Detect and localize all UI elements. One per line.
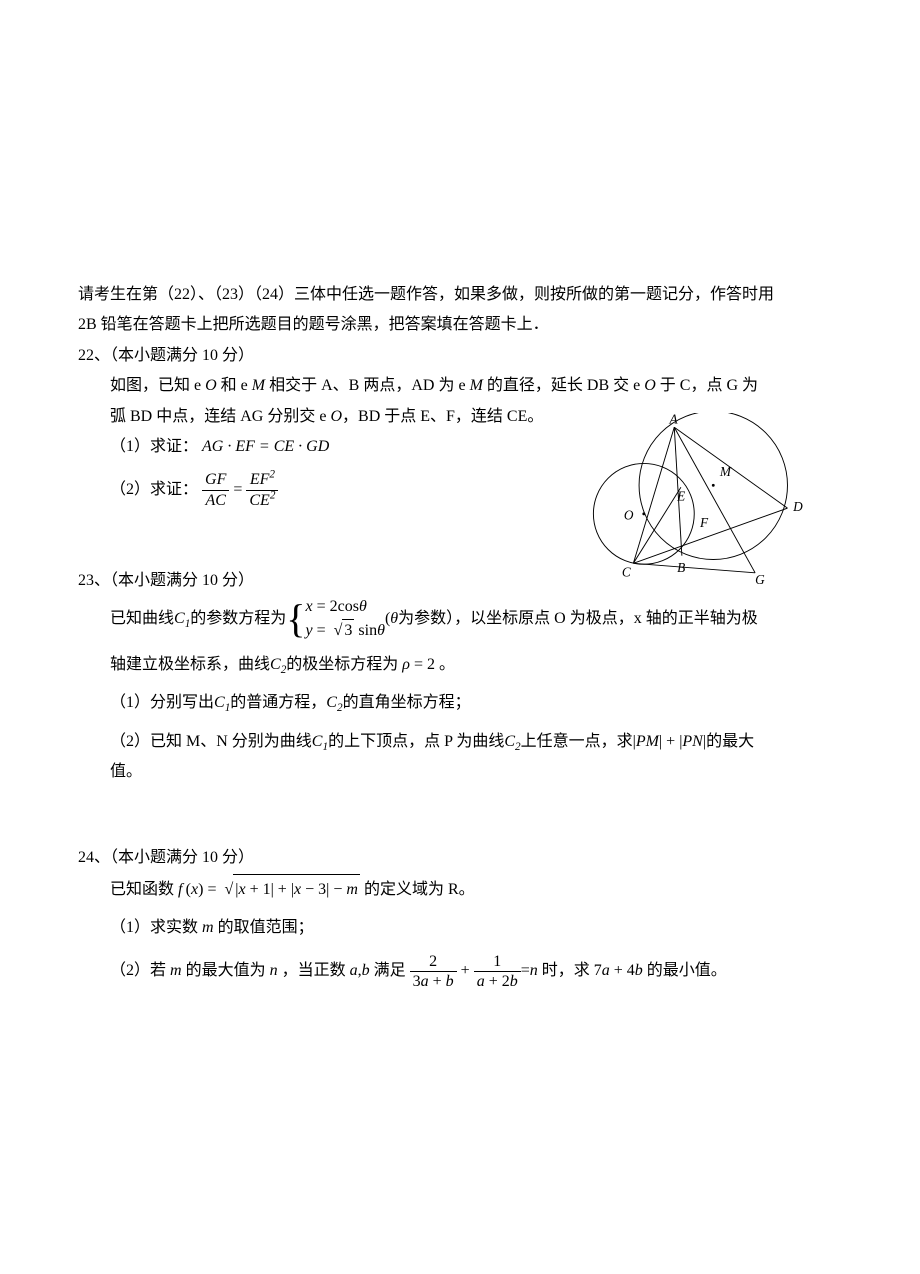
svg-text:A: A bbox=[669, 413, 679, 426]
svg-text:B: B bbox=[677, 560, 685, 575]
q24-part2: （2）若 m 的最大值为 n ，当正数 a, b 满足 2 3a + b + 1… bbox=[78, 952, 842, 991]
q24-part1: （1）求实数 m 的取值范围； bbox=[78, 913, 842, 943]
q23-part2-l1: （2）已知 M、N 分别为曲线C1的上下顶点，点 P 为曲线C2上任意一点，求|… bbox=[78, 727, 842, 757]
q22-figure: A M D O EF C B G bbox=[568, 413, 830, 589]
q23-body-1: 已知曲线C1的参数方程为 { x = 2cosθ y = 3 sinθ (θ 为… bbox=[78, 596, 842, 642]
svg-text:M: M bbox=[719, 464, 732, 479]
svg-text:G: G bbox=[755, 572, 765, 587]
intro-line-1: 请考生在第（22）、（23）（24）三体中任选一题作答，如果多做，则按所做的第一… bbox=[78, 280, 842, 310]
q24-header: 24、（本小题满分 10 分） bbox=[78, 843, 842, 873]
q23-part1: （1）分别写出C1的普通方程，C2的直角坐标方程； bbox=[78, 688, 842, 718]
q22-body-1: 如图，已知 e O 和 e M 相交于 A、B 两点，AD 为 e M 的直径，… bbox=[78, 371, 842, 401]
svg-text:C: C bbox=[622, 565, 631, 580]
q22-header: 22、（本小题满分 10 分） bbox=[78, 341, 842, 371]
intro-line-2: 2B 铅笔在答题卡上把所选题目的题号涂黑，把答案填在答题卡上． bbox=[78, 310, 842, 340]
svg-text:D: D bbox=[792, 499, 803, 514]
svg-text:E: E bbox=[676, 489, 685, 504]
q24-body-1: 已知函数 f (x) = |x + 1| + |x − 3| − m 的定义域为… bbox=[78, 874, 842, 905]
q23-part2-l2: 值。 bbox=[78, 757, 842, 787]
svg-text:O: O bbox=[624, 508, 634, 523]
svg-text:F: F bbox=[699, 515, 709, 530]
q23-body-2: 轴建立极坐标系，曲线C2的极坐标方程为 ρ = 2 。 bbox=[78, 650, 842, 680]
